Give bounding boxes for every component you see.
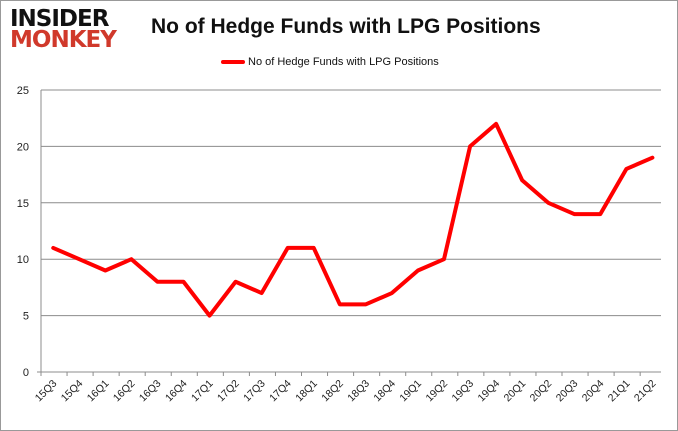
x-tick-label: 19Q4	[476, 378, 503, 405]
legend: No of Hedge Funds with LPG Positions	[221, 56, 439, 68]
x-tick-label: 15Q4	[59, 378, 86, 405]
data-point	[261, 292, 263, 294]
legend-swatch	[221, 60, 245, 64]
data-point	[625, 168, 627, 170]
data-point	[313, 247, 315, 249]
x-tick-label: 18Q2	[319, 378, 346, 405]
x-tick-label: 17Q4	[267, 378, 294, 405]
series-line	[51, 121, 655, 318]
data-point	[287, 247, 289, 249]
x-tick-label: 17Q1	[189, 378, 216, 405]
logo-line-1: INSIDER	[10, 6, 109, 32]
x-tick-label: 17Q2	[215, 378, 242, 405]
x-tick-label: 19Q3	[450, 378, 477, 405]
x-tick-label: 18Q4	[371, 378, 398, 405]
data-point	[156, 281, 158, 283]
logo-line-2: MONKEY	[10, 27, 117, 53]
data-point	[365, 303, 367, 305]
y-tick-label: 20	[17, 141, 29, 153]
y-tick-label: 15	[17, 198, 29, 210]
x-tick-label: 21Q1	[606, 378, 633, 405]
data-point	[651, 157, 653, 159]
x-tick-label: 18Q1	[293, 378, 320, 405]
data-point	[339, 303, 341, 305]
x-tick-label: 20Q2	[528, 378, 555, 405]
y-tick-label: 25	[17, 85, 29, 97]
data-point	[235, 281, 237, 283]
x-tick-label: 16Q1	[85, 378, 112, 405]
x-tick-label: 16Q2	[111, 378, 138, 405]
y-tick-label: 10	[17, 254, 29, 266]
x-tick-label: 15Q3	[33, 378, 60, 405]
data-point	[52, 247, 54, 249]
x-tick-label: 18Q3	[345, 378, 372, 405]
data-point	[521, 179, 523, 181]
x-tick-label: 19Q2	[423, 378, 450, 405]
y-tick-label: 5	[23, 311, 29, 323]
data-point	[469, 145, 471, 147]
insider-monkey-logo: INSIDER MONKEY	[10, 6, 117, 53]
x-tick-label: 16Q4	[163, 378, 190, 405]
legend-label: No of Hedge Funds with LPG Positions	[248, 56, 439, 68]
data-point	[130, 258, 132, 260]
data-point	[391, 292, 393, 294]
data-point	[104, 269, 106, 271]
data-point	[443, 258, 445, 260]
data-point	[573, 213, 575, 215]
x-tick-label: 20Q1	[502, 378, 529, 405]
x-tick-label: 20Q4	[580, 378, 607, 405]
data-point	[495, 123, 497, 125]
data-point	[182, 281, 184, 283]
data-point	[599, 213, 601, 215]
data-point	[209, 315, 211, 317]
data-point	[417, 269, 419, 271]
x-tick-label: 21Q2	[632, 378, 659, 405]
data-point	[78, 258, 80, 260]
data-point	[547, 202, 549, 204]
chart-title: No of Hedge Funds with LPG Positions	[151, 15, 541, 38]
x-tick-label: 20Q3	[554, 378, 581, 405]
x-tick-label: 16Q3	[137, 378, 164, 405]
x-tick-label: 17Q3	[241, 378, 268, 405]
y-tick-label: 0	[23, 367, 29, 379]
x-tick-label: 19Q1	[397, 378, 424, 405]
